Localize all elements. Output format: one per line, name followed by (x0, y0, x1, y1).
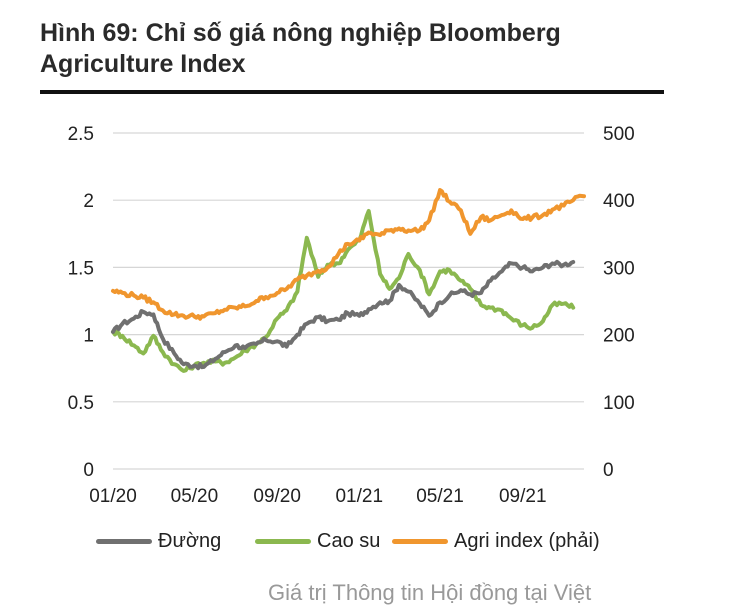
source-note: Giá trị Thông tin Hội đồng tại Việt (268, 580, 592, 605)
x-tick-label: 01/20 (89, 486, 137, 507)
y-left-tick-label: 1.5 (68, 258, 94, 279)
x-tick-label: 01/21 (335, 486, 383, 507)
y-left-tick-label: 1 (83, 326, 94, 347)
legend-item-caosu: Cao su (255, 530, 380, 553)
legend-swatch-duong (96, 539, 152, 544)
line-chart: 2.5 500 2 400 1.5 300 1 200 0.5 100 0 0 01/20 05/20 09… (68, 124, 635, 507)
x-tick-label: 09/21 (499, 486, 547, 507)
chart-title-line2: Agriculture Index (40, 50, 246, 78)
y-left-tick-label: 2 (83, 191, 94, 212)
legend-item-agri: Agri index (phải) (392, 530, 600, 553)
y-right-tick-label: 0 (603, 460, 614, 481)
y-left-tick-label: 0 (83, 460, 94, 481)
x-tick-label: 09/20 (253, 486, 301, 507)
y-right-tick-label: 500 (603, 124, 635, 145)
legend-label-caosu: Cao su (317, 530, 381, 552)
legend-label-duong: Đường (158, 530, 222, 552)
y-right-tick-label: 300 (603, 258, 635, 279)
legend-swatch-agri (392, 539, 448, 544)
y-right-tick-label: 400 (603, 191, 635, 212)
y-right-tick-label: 100 (603, 393, 635, 414)
series-line-duong (111, 259, 576, 371)
legend: Đường Cao su Agri index (phải) (0, 530, 748, 560)
chart-title-line1: Hình 69: Chỉ số giá nông nghiệp Bloomber… (40, 19, 561, 47)
chart-title: Hình 69: Chỉ số giá nông nghiệp Bloomber… (40, 18, 680, 80)
legend-label-agri: Agri index (phải) (454, 530, 600, 552)
series-line-caosu (111, 209, 576, 373)
legend-swatch-caosu (255, 539, 311, 544)
legend-item-duong: Đường (96, 530, 221, 553)
y-left-tick-label: 2.5 (68, 124, 94, 145)
x-tick-label: 05/20 (171, 486, 219, 507)
y-left-tick-label: 0.5 (68, 393, 94, 414)
title-rule (40, 90, 664, 94)
y-right-tick-label: 200 (603, 326, 635, 347)
series-line-agri (111, 188, 586, 321)
x-tick-label: 05/21 (416, 486, 464, 507)
